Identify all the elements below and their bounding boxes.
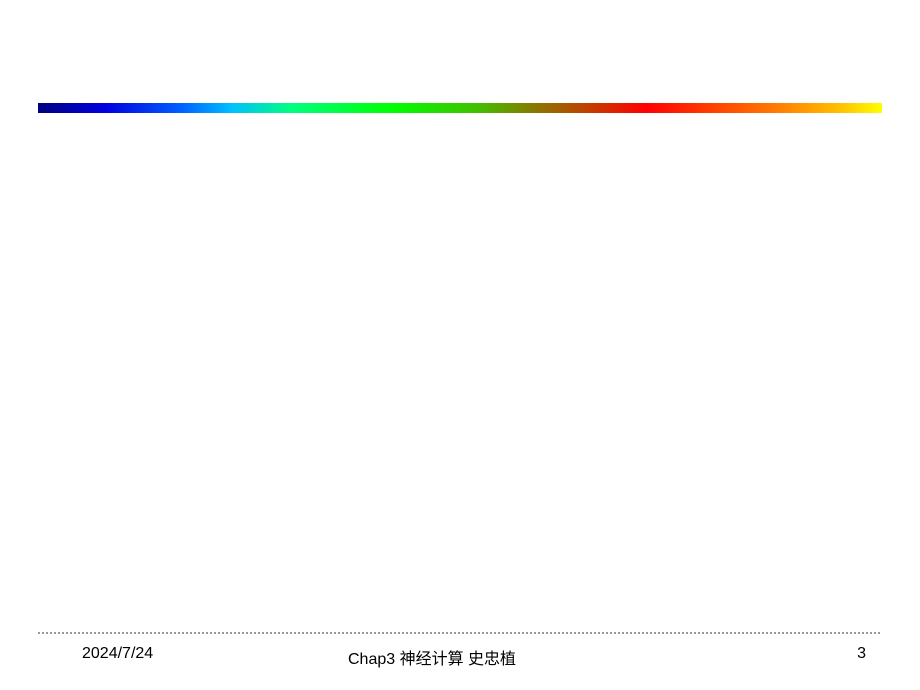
slide-footer: 2024/7/24 Chap3 神经计算 史忠植 3: [0, 645, 920, 675]
footer-title: Chap3 神经计算 史忠植: [348, 645, 516, 669]
footer-date: 2024/7/24: [82, 645, 153, 663]
footer-page-number: 3: [857, 645, 866, 663]
rainbow-divider-bar: [38, 100, 882, 110]
footer-divider-line: [38, 632, 882, 634]
